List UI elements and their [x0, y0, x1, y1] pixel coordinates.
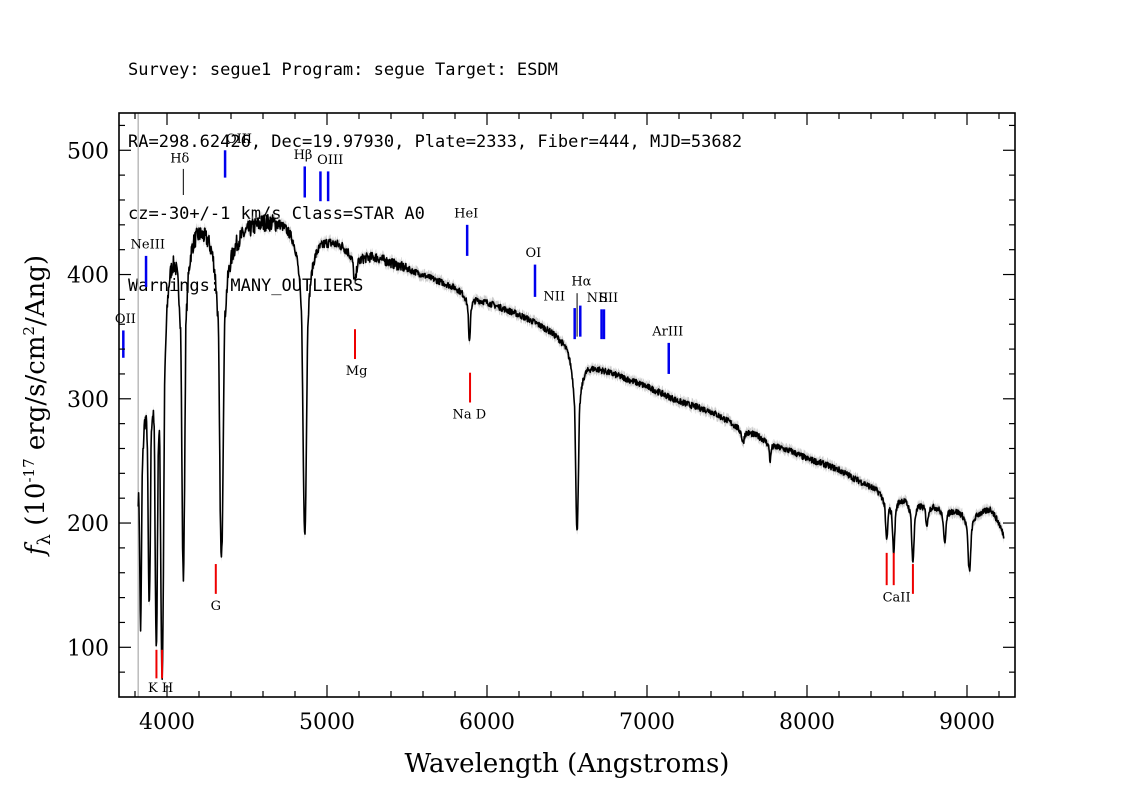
line-label: K H — [148, 681, 173, 696]
y-axis-title-part: -17 — [20, 458, 38, 482]
line-label: CaII — [883, 590, 911, 605]
line-label: Hα — [571, 275, 591, 290]
header-line-coordinates: RA=298.62426, Dec=19.97930, Plate=2333, … — [128, 132, 743, 152]
x-tick-label: 7000 — [619, 710, 675, 735]
x-tick-label: 5000 — [299, 710, 355, 735]
y-axis-title-part: (10 — [21, 483, 51, 535]
line-label: SII — [599, 291, 618, 306]
line-label: OII — [115, 312, 136, 327]
line-label: HeI — [454, 206, 478, 221]
plot-area — [137, 113, 1005, 697]
line-label: Hδ — [170, 152, 189, 167]
line-label: OIII — [226, 132, 252, 147]
y-axis-title: fλ (10-17 erg/s/cm2/Ang) — [20, 255, 55, 557]
x-axis-title: Wavelength (Angstroms) — [405, 749, 730, 779]
line-label: ArIII — [651, 324, 683, 339]
y-axis-title-part: /Ang) — [21, 255, 51, 326]
header-line-survey: Survey: segue1 Program: segue Target: ES… — [128, 60, 558, 80]
line-label: OI — [526, 246, 542, 261]
line-label: G — [211, 599, 221, 614]
line-label: NII — [587, 291, 609, 306]
header-line-warnings: Warnings: MANY_OUTLIERS — [128, 276, 364, 296]
x-tick-label: 9000 — [939, 710, 995, 735]
spectrum-header: Survey: segue1 Program: segue Target: ES… — [128, 10, 742, 322]
y-tick-label: 200 — [67, 512, 109, 537]
spectral-line-markers — [122, 150, 914, 679]
plot-frame — [118, 112, 1016, 698]
x-tick-label: 6000 — [459, 710, 515, 735]
y-axis-title-part: λ — [34, 534, 55, 545]
line-label: Na D — [453, 408, 487, 423]
line-label: Mg — [346, 364, 368, 379]
line-label: NII — [543, 290, 565, 305]
y-tick-label: 500 — [67, 139, 109, 164]
y-axis-title-part: erg/s/cm — [21, 336, 51, 459]
y-axis-title-part: 2 — [20, 326, 38, 336]
line-label: OIII — [317, 153, 343, 168]
y-tick-label: 300 — [67, 388, 109, 413]
x-tick-label: 8000 — [779, 710, 835, 735]
chart-axes: 4000 5000 6000 7000 8000 9000 100 200 300 400 500 W… — [20, 112, 1016, 779]
spectrum-line — [137, 213, 1005, 680]
line-label: NeIII — [131, 237, 165, 252]
x-tick-label: 4000 — [139, 710, 195, 735]
y-tick-label: 400 — [67, 264, 109, 289]
y-tick-label: 100 — [67, 636, 109, 661]
line-label: Hβ — [294, 148, 313, 163]
